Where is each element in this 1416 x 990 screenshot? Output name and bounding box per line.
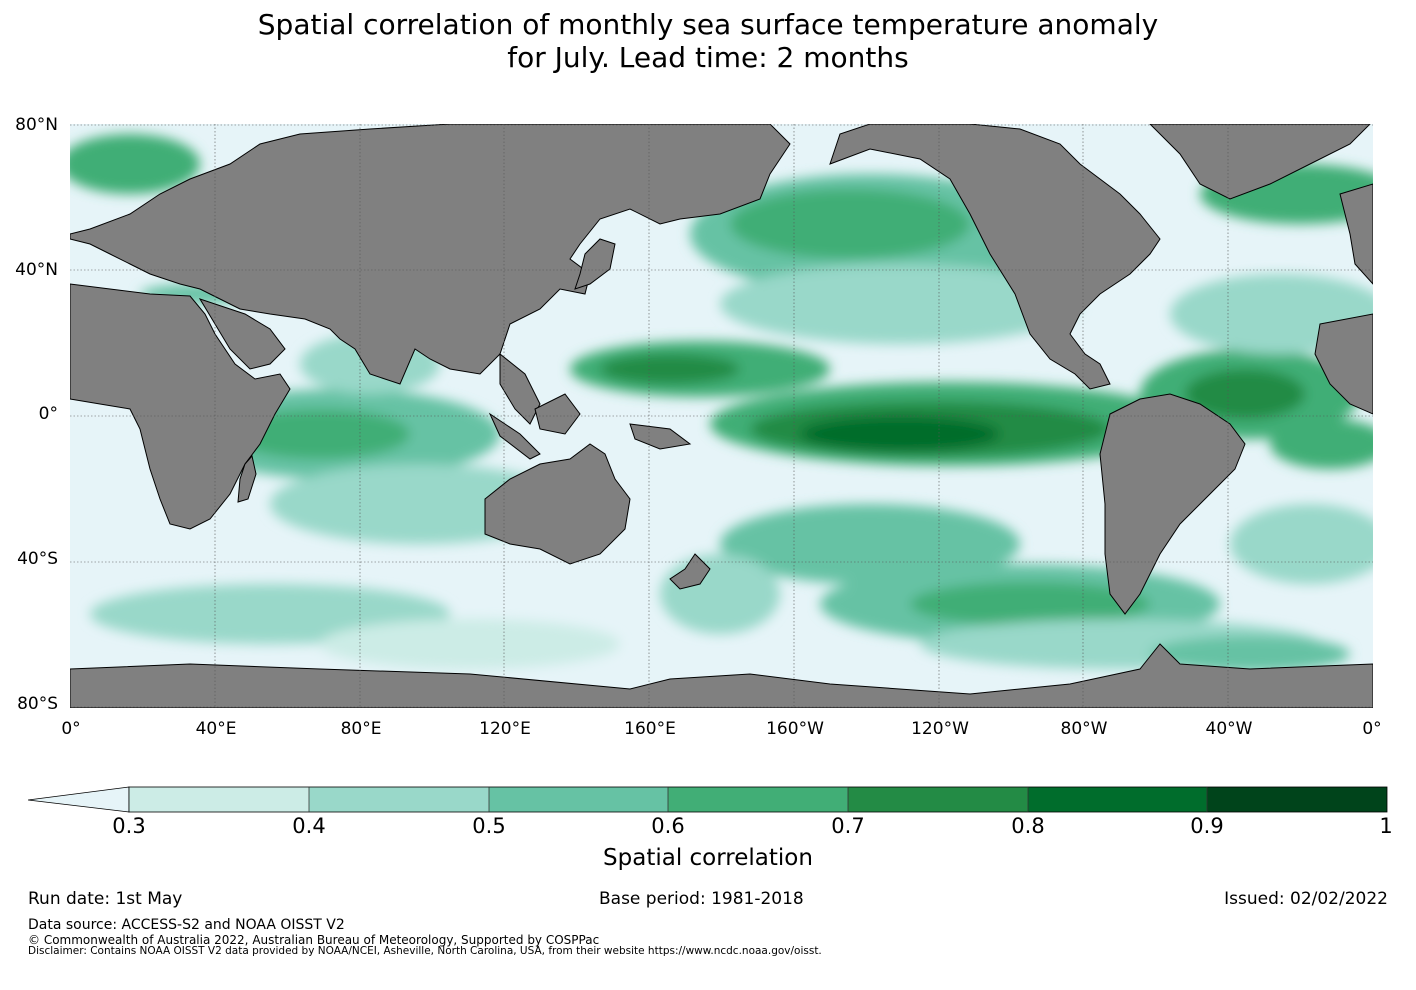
copyright-notice: © Commonwealth of Australia 2022, Austra…: [28, 933, 600, 947]
land-sumatra: [488, 412, 541, 460]
land-west-africa-right: [1314, 313, 1373, 415]
lon-label-40w: 40°W: [1205, 719, 1253, 739]
correlation-field: [70, 134, 1373, 672]
lat-label-80s: 80°S: [17, 694, 58, 714]
land-north-america: [829, 124, 1161, 390]
run-date: Run date: 1st May: [28, 889, 183, 909]
lon-label-80w: 80°W: [1060, 719, 1108, 739]
lon-label-160e: 160°E: [624, 719, 676, 739]
colorbar-bin-1: [129, 787, 309, 812]
colorbar-bin-7: [1207, 787, 1387, 812]
title-line-2: for July. Lead time: 2 months: [507, 41, 909, 74]
title-line-1: Spatial correlation of monthly sea surfa…: [257, 8, 1159, 41]
land-europe-right: [1339, 183, 1373, 285]
lon-label-0-right: 0°: [1362, 719, 1382, 739]
lon-label-40e: 40°E: [195, 719, 237, 739]
colorbar-dividers: [308, 787, 1208, 812]
map-title: Spatial correlation of monthly sea surfa…: [0, 8, 1416, 74]
land-australia: [484, 443, 631, 565]
colorbar-tick-1: 1: [1379, 814, 1393, 838]
lon-label-120w: 120°W: [911, 719, 969, 739]
land-greenland: [1149, 124, 1371, 200]
land-masses: [70, 124, 1373, 708]
lon-label-120e: 120°E: [479, 719, 531, 739]
lat-label-80n: 80°N: [15, 115, 58, 135]
lon-label-80e: 80°E: [340, 719, 382, 739]
colorbar: [27, 786, 1390, 814]
data-source: Data source: ACCESS-S2 and NOAA OISST V2: [28, 917, 345, 933]
graticule: [70, 124, 1373, 708]
land-south-america: [1099, 393, 1246, 615]
lat-label-40n: 40°N: [15, 260, 58, 280]
land-new-guinea: [629, 423, 692, 450]
colorbar-tick-0.6: 0.6: [651, 814, 685, 838]
colorbar-tick-0.9: 0.9: [1190, 814, 1224, 838]
land-new-zealand: [669, 553, 711, 590]
base-period: Base period: 1981-2018: [599, 889, 804, 909]
lat-label-40s: 40°S: [17, 549, 58, 569]
land-eurasia: [70, 124, 791, 385]
disclaimer: Disclaimer: Contains NOAA OISST V2 data …: [28, 945, 822, 957]
issued-date: Issued: 02/02/2022: [1224, 889, 1388, 909]
colorbar-bin-6: [1028, 787, 1207, 812]
colorbar-title: Spatial correlation: [0, 845, 1416, 871]
colorbar-label-text: Spatial correlation: [603, 845, 813, 871]
lon-label-160w: 160°W: [766, 719, 824, 739]
colorbar-bin-4: [668, 787, 848, 812]
land-borneo: [534, 393, 581, 435]
colorbar-extend-arrow: [27, 786, 130, 813]
land-se-asia: [499, 352, 541, 425]
land-arabia: [198, 298, 286, 370]
colorbar-tick-0.3: 0.3: [112, 814, 146, 838]
lat-label-0: 0°: [38, 404, 58, 424]
colorbar-bin-2: [309, 787, 489, 812]
lon-label-0-left: 0°: [61, 719, 81, 739]
land-antarctica: [70, 643, 1373, 708]
colorbar-tick-0.8: 0.8: [1011, 814, 1045, 838]
land-africa: [70, 283, 291, 530]
land-madagascar: [237, 454, 257, 503]
land-japan: [574, 238, 616, 290]
colorbar-bin-5: [848, 787, 1028, 812]
colorbar-bin-3: [489, 787, 668, 812]
colorbar-tick-0.4: 0.4: [292, 814, 326, 838]
correlation-map: [70, 124, 1373, 708]
colorbar-frame: [128, 786, 1388, 813]
colorbar-tick-0.7: 0.7: [831, 814, 865, 838]
colorbar-svg: [27, 786, 1388, 813]
map-canvas: [70, 124, 1373, 708]
colorbar-tick-0.5: 0.5: [472, 814, 506, 838]
